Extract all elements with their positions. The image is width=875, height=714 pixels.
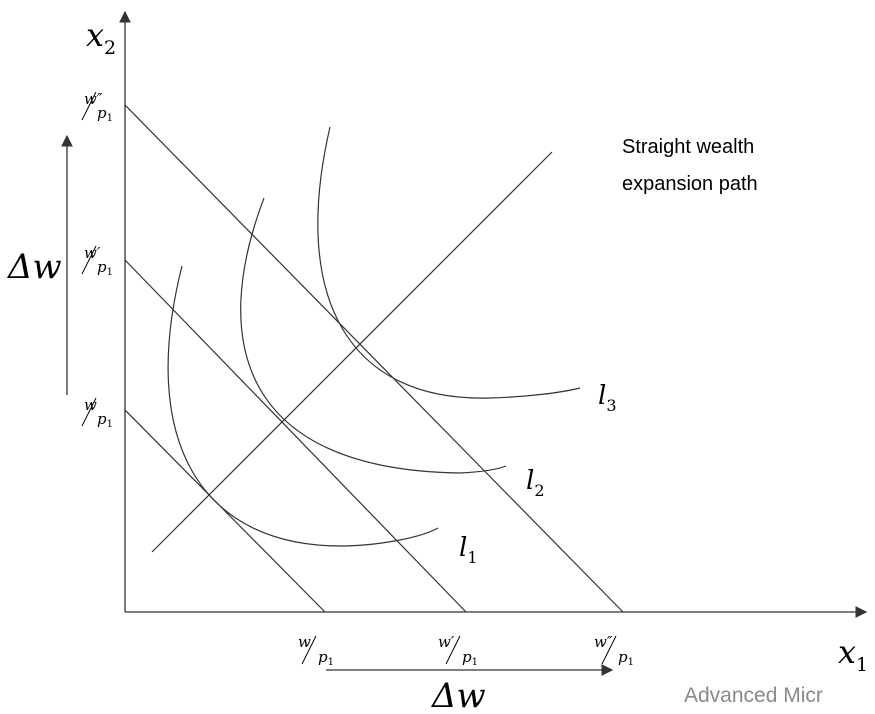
indifference-curve-l2 [240, 197, 507, 474]
horizontal-delta-w-label: Δw [430, 676, 486, 714]
svg-text:w′: w′ [438, 633, 455, 651]
budget-line-w [124, 409, 326, 613]
svg-text:p1: p1 [618, 648, 634, 668]
x-intercept-w-prime-label: w′ p1 [438, 633, 478, 668]
curve-label-l3: l3 [598, 381, 617, 415]
y-intercept-w-label: w p1 [81, 396, 113, 430]
x-intercept-w-label: w p1 [298, 633, 334, 668]
indifference-curve-l3 [317, 126, 581, 399]
x-intercept-w-double-prime-label: w″ p1 [594, 633, 634, 668]
expansion-path-label: Straight wealth expansion path [622, 136, 760, 195]
svg-text:w: w [84, 396, 97, 414]
svg-text:w: w [298, 633, 311, 651]
svg-text:p1: p1 [318, 648, 334, 668]
curve-label-l2: l2 [526, 466, 545, 500]
budget-line-w-double-prime [124, 104, 624, 613]
footer-text: Advanced Micr [684, 684, 823, 707]
y-intercept-w-double-prime-label: w″ p1 [81, 90, 113, 124]
svg-text:p1: p1 [97, 410, 113, 430]
svg-text:w″: w″ [84, 90, 103, 108]
svg-text:p1: p1 [97, 258, 113, 278]
vertical-delta-w-label: Δw [6, 247, 62, 287]
svg-text:p1: p1 [462, 648, 478, 668]
wealth-expansion-path [151, 151, 553, 553]
x-axis-label: x1 [838, 633, 868, 676]
svg-text:p1: p1 [97, 104, 113, 124]
svg-text:w″: w″ [594, 633, 613, 651]
y-intercept-w-prime-label: w′ p1 [81, 244, 113, 278]
curve-label-l1: l1 [459, 533, 478, 567]
budget-line-w-prime [124, 259, 467, 613]
y-axis-label: x2 [86, 16, 116, 59]
indifference-curve-l1 [167, 265, 439, 547]
